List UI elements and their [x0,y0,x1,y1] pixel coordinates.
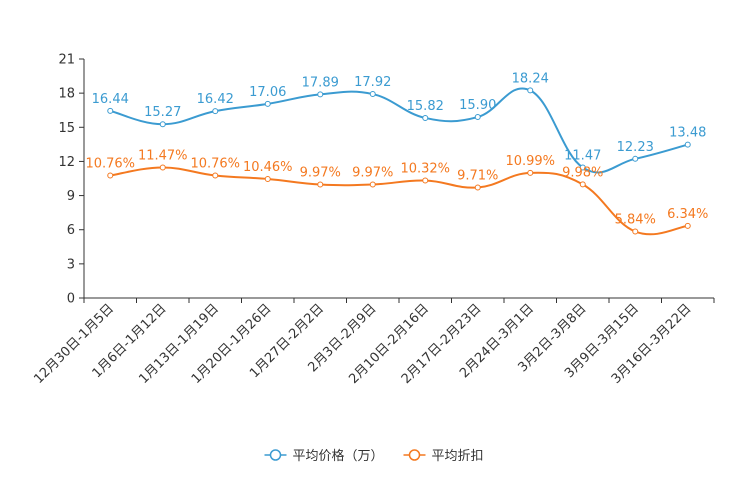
data-point[interactable] [527,87,534,94]
data-point[interactable] [684,141,691,148]
data-label: 12.23 [617,140,654,155]
data-point[interactable] [632,155,639,162]
data-point[interactable] [317,91,324,98]
data-point[interactable] [264,175,271,182]
series-layer [107,87,691,236]
data-label: 16.42 [197,92,234,107]
data-point[interactable] [159,121,166,128]
data-label: 10.46% [243,160,293,175]
axes: 03691215182112月30日-1月5日1月6日-1月12日1月13日-1… [31,53,715,387]
legend-label: 平均价格（万） [293,448,384,464]
data-point[interactable] [684,222,691,229]
legend-marker-icon [269,449,282,461]
data-point[interactable] [317,181,324,188]
data-label: 5.84% [615,213,656,228]
data-point[interactable] [579,164,586,171]
legend-item-0[interactable]: 平均价格（万） [264,448,384,464]
data-label: 15.90 [459,98,496,113]
data-point[interactable] [474,184,481,191]
data-labels: 16.44 15.27 16.42 17.06 17.89 17.92 15.82 15.90… [85,71,708,227]
data-label: 10.76% [190,157,240,172]
data-label: 15.27 [144,105,181,120]
y-tick-label: 15 [58,121,75,136]
data-point[interactable] [632,228,639,235]
data-label: 10.99% [505,154,555,169]
data-label: 13.48 [669,126,706,141]
data-label: 15.82 [407,99,444,114]
data-label: 18.24 [512,71,549,86]
y-tick-label: 3 [67,257,75,272]
data-label: 11.47% [138,148,188,163]
legend-marker-icon [408,449,421,461]
data-label: 9.97% [352,166,393,181]
data-label: 11.47 [564,148,601,163]
data-point[interactable] [369,181,376,188]
y-tick-label: 18 [58,87,75,102]
y-tick-label: 0 [67,292,75,307]
data-label: 9.71% [457,168,498,183]
data-label: 6.34% [667,207,708,222]
data-point[interactable] [422,177,429,184]
data-point[interactable] [212,108,219,115]
y-tick-label: 9 [67,189,75,204]
data-label: 17.89 [302,75,339,90]
legend-label: 平均折扣 [432,449,484,464]
data-point[interactable] [264,100,271,107]
data-point[interactable] [474,114,481,121]
data-label: 9.98% [562,165,603,180]
y-tick-label: 6 [67,223,75,238]
data-point[interactable] [159,164,166,171]
data-point[interactable] [107,107,114,114]
data-point[interactable] [579,181,586,188]
y-tick-label: 21 [58,53,75,68]
data-label: 17.06 [249,85,286,100]
legend[interactable]: 平均价格（万） 平均折扣 [264,448,484,464]
data-label: 10.32% [400,162,450,177]
data-point[interactable] [212,172,219,179]
legend-item-1[interactable]: 平均折扣 [403,449,484,464]
data-point[interactable] [369,91,376,98]
data-label: 17.92 [354,75,391,90]
data-point[interactable] [422,114,429,121]
data-label: 10.76% [85,157,135,172]
data-label: 16.44 [92,92,129,107]
series-line-1 [110,166,688,236]
data-label: 9.97% [300,166,341,181]
data-point[interactable] [107,172,114,179]
data-point[interactable] [527,169,534,176]
y-tick-label: 12 [58,155,75,170]
